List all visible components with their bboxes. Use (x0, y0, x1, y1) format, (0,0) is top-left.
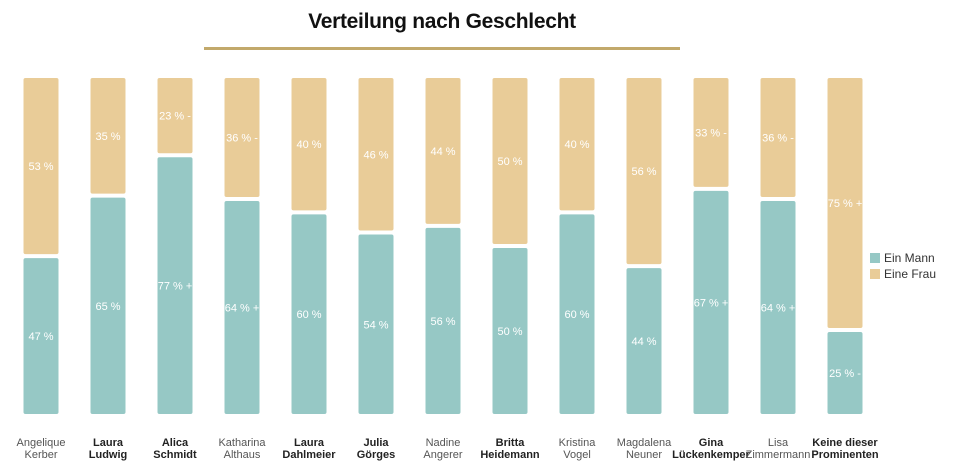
bar-frau-9 (626, 78, 662, 265)
category-label-4-1: Dahlmeier (282, 449, 336, 461)
bar-frau-0 (23, 78, 59, 255)
category-label-10-0: Gina (699, 437, 724, 449)
data-label-mann-12: 25 % - (829, 368, 861, 380)
bar-mann-3 (224, 200, 260, 414)
bar-frau-11 (760, 78, 796, 197)
legend-swatch-frau (870, 269, 880, 279)
data-label-frau-9: 56 % (631, 166, 656, 178)
bar-mann-5 (358, 234, 394, 414)
data-label-frau-1: 35 % (95, 131, 120, 143)
bar-frau-10 (693, 78, 729, 187)
legend-item-frau: Eine Frau (870, 266, 936, 282)
bar-frau-8 (559, 78, 595, 211)
chart-title: Verteilung nach Geschlecht (308, 10, 576, 33)
data-label-frau-6: 44 % (430, 146, 455, 158)
bar-mann-9 (626, 268, 662, 414)
data-label-frau-0: 53 % (28, 161, 53, 173)
legend-label-frau: Eine Frau (884, 267, 937, 281)
bar-mann-0 (23, 258, 59, 414)
bar-mann-8 (559, 214, 595, 414)
category-label-0-0: Angelique (17, 437, 66, 449)
data-label-frau-3: 36 % - (226, 132, 258, 144)
data-label-mann-11: 64 % + (761, 302, 796, 314)
bar-mann-1 (90, 197, 126, 414)
data-label-frau-2: 23 % - (159, 111, 191, 123)
data-label-mann-10: 67 % + (694, 297, 729, 309)
data-label-mann-3: 64 % + (225, 302, 260, 314)
legend-swatch-mann (870, 253, 880, 263)
bar-mann-10 (693, 190, 729, 414)
data-label-mann-7: 50 % (497, 326, 522, 338)
category-label-7-1: Heidemann (480, 449, 540, 461)
data-label-mann-5: 54 % (363, 319, 388, 331)
category-label-11-1: Zimmermann (746, 449, 811, 461)
category-label-12-0: Keine dieser (812, 437, 878, 449)
legend: Ein Mann Eine Frau (870, 250, 936, 282)
title-underline (204, 47, 680, 50)
category-label-8-1: Vogel (563, 449, 591, 461)
bar-frau-5 (358, 78, 394, 231)
data-label-mann-8: 60 % (564, 309, 589, 321)
bar-frau-12 (827, 78, 863, 328)
legend-item-mann: Ein Mann (870, 250, 936, 266)
data-label-mann-2: 77 % + (158, 281, 193, 293)
data-label-frau-10: 33 % - (695, 127, 727, 139)
bar-frau-3 (224, 78, 260, 197)
bar-frau-2 (157, 78, 193, 154)
category-label-4-0: Laura (294, 437, 325, 449)
data-label-frau-12: 75 % + (828, 198, 863, 210)
category-label-9-0: Magdalena (617, 437, 672, 449)
category-label-3-0: Katharina (218, 437, 266, 449)
data-label-frau-7: 50 % (497, 156, 522, 168)
bar-frau-4 (291, 78, 327, 211)
data-label-frau-8: 40 % (564, 139, 589, 151)
category-label-1-0: Laura (93, 437, 124, 449)
category-label-3-1: Althaus (224, 449, 261, 461)
legend-label-mann: Ein Mann (884, 251, 935, 265)
bar-mann-11 (760, 200, 796, 414)
bar-frau-1 (90, 78, 126, 194)
data-label-frau-5: 46 % (363, 149, 388, 161)
bar-mann-2 (157, 157, 193, 414)
data-label-frau-11: 36 % - (762, 132, 794, 144)
category-label-9-1: Neuner (626, 449, 662, 461)
category-label-8-0: Kristina (559, 437, 597, 449)
bar-mann-7 (492, 248, 528, 414)
category-label-6-1: Angerer (423, 449, 462, 461)
bar-frau-7 (492, 78, 528, 244)
category-label-5-0: Julia (363, 437, 389, 449)
bar-mann-12 (827, 332, 863, 414)
data-label-mann-9: 44 % (631, 336, 656, 348)
category-label-5-1: Görges (357, 449, 396, 461)
data-label-frau-4: 40 % (296, 139, 321, 151)
category-label-2-0: Alica (162, 437, 189, 449)
category-label-0-1: Kerber (24, 449, 57, 461)
data-label-mann-6: 56 % (430, 316, 455, 328)
category-label-12-1: Prominenten (811, 449, 879, 461)
category-label-11-0: Lisa (768, 437, 789, 449)
category-label-10-1: Lückenkemper (672, 449, 750, 461)
category-label-7-0: Britta (496, 437, 526, 449)
bar-frau-6 (425, 78, 461, 224)
data-label-mann-0: 47 % (28, 331, 53, 343)
bar-mann-6 (425, 227, 461, 414)
bar-mann-4 (291, 214, 327, 414)
data-label-mann-1: 65 % (95, 301, 120, 313)
category-label-1-1: Ludwig (89, 449, 128, 461)
data-label-mann-4: 60 % (296, 309, 321, 321)
category-label-6-0: Nadine (426, 437, 461, 449)
category-label-2-1: Schmidt (153, 449, 197, 461)
